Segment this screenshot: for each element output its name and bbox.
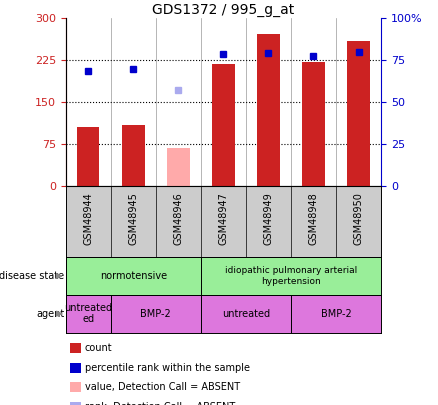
Text: disease state: disease state <box>0 271 64 281</box>
Bar <box>66 257 201 295</box>
Text: idiopathic pulmonary arterial
hypertension: idiopathic pulmonary arterial hypertensi… <box>225 266 357 286</box>
Bar <box>347 40 370 186</box>
Bar <box>201 295 291 333</box>
Text: untreated: untreated <box>222 309 270 319</box>
Text: value, Detection Call = ABSENT: value, Detection Call = ABSENT <box>85 382 240 392</box>
Text: BMP-2: BMP-2 <box>321 309 351 319</box>
Title: GDS1372 / 995_g_at: GDS1372 / 995_g_at <box>152 3 294 17</box>
Text: percentile rank within the sample: percentile rank within the sample <box>85 363 250 373</box>
Text: GSM48949: GSM48949 <box>263 192 273 245</box>
Text: normotensive: normotensive <box>100 271 167 281</box>
Text: rank, Detection Call = ABSENT: rank, Detection Call = ABSENT <box>85 402 235 405</box>
Bar <box>77 128 99 186</box>
Bar <box>122 125 145 186</box>
Text: count: count <box>85 343 112 353</box>
Text: GSM48948: GSM48948 <box>308 192 318 245</box>
Text: GSM48947: GSM48947 <box>219 192 228 245</box>
Text: GSM48950: GSM48950 <box>353 192 364 245</box>
Text: BMP-2: BMP-2 <box>141 309 171 319</box>
Bar <box>66 295 111 333</box>
Text: GSM48946: GSM48946 <box>173 192 184 245</box>
Text: GSM48945: GSM48945 <box>128 192 138 245</box>
Text: GSM48944: GSM48944 <box>83 192 93 245</box>
Bar <box>167 148 190 186</box>
Bar <box>257 34 280 186</box>
Text: agent: agent <box>36 309 64 319</box>
Text: untreated
ed: untreated ed <box>64 303 112 324</box>
Bar <box>212 64 235 186</box>
Bar <box>201 257 381 295</box>
Bar <box>111 295 201 333</box>
Bar <box>291 295 381 333</box>
Bar <box>302 62 325 186</box>
